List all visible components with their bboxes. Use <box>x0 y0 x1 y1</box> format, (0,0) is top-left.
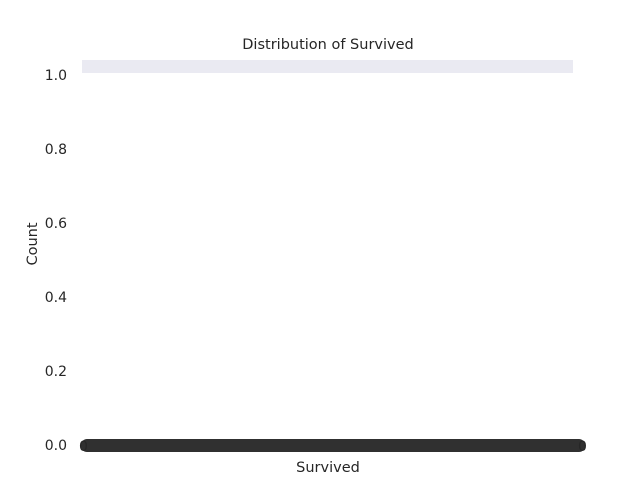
y-tick-label: 1.0 <box>45 68 67 84</box>
x-tick-label: 0 <box>578 439 587 455</box>
y-ticks: 0.0 0.2 0.4 0.6 0.8 1.0 <box>45 68 67 454</box>
bar-1 <box>82 60 573 73</box>
y-tick-label: 0.8 <box>45 142 67 158</box>
x-tick-label-cluster <box>81 439 585 452</box>
x-tick-label: 0 <box>79 439 88 455</box>
chart-title: Distribution of Survived <box>242 37 413 53</box>
y-tick-label: 0.4 <box>45 290 67 306</box>
y-tick-label: 0.2 <box>45 364 67 380</box>
bars <box>82 60 573 73</box>
y-axis-label: Count <box>25 222 41 265</box>
y-tick-label: 0.0 <box>45 438 67 454</box>
y-tick-label: 0.6 <box>45 216 67 232</box>
x-axis-label: Survived <box>296 460 360 476</box>
